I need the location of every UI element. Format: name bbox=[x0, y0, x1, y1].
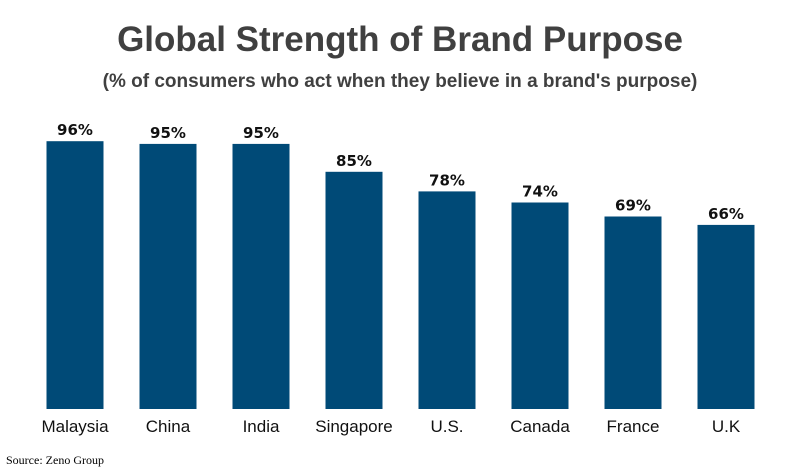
x-tick-label: China bbox=[146, 417, 191, 436]
x-tick-label: Malaysia bbox=[41, 417, 109, 436]
bar-u-s bbox=[418, 191, 476, 409]
x-tick-label: U.K bbox=[712, 417, 741, 436]
bar-malaysia bbox=[46, 141, 104, 409]
chart-subtitle: (% of consumers who act when they believ… bbox=[102, 71, 698, 92]
x-tick-label: Canada bbox=[510, 417, 570, 436]
x-tick-label: U.S. bbox=[430, 417, 463, 436]
value-label: 95% bbox=[150, 124, 186, 142]
x-tick-label: France bbox=[607, 417, 660, 436]
x-tick-label: India bbox=[243, 417, 280, 436]
value-label: 74% bbox=[522, 183, 558, 201]
bar-canada bbox=[511, 202, 569, 409]
value-label: 78% bbox=[429, 171, 465, 189]
bar-u-k bbox=[697, 224, 755, 409]
value-label: 95% bbox=[243, 124, 279, 142]
bar-china bbox=[139, 143, 197, 409]
x-tick-label: Singapore bbox=[315, 417, 393, 436]
value-label: 69% bbox=[615, 197, 651, 215]
chart-title: Global Strength of Brand Purpose bbox=[117, 20, 683, 59]
value-label: 85% bbox=[336, 152, 372, 170]
bar-singapore bbox=[325, 171, 383, 409]
bar-india bbox=[232, 143, 290, 409]
source-note: Source: Zeno Group bbox=[6, 453, 104, 467]
value-label: 66% bbox=[708, 205, 744, 223]
bar-france bbox=[604, 216, 662, 409]
value-label: 96% bbox=[57, 121, 93, 139]
